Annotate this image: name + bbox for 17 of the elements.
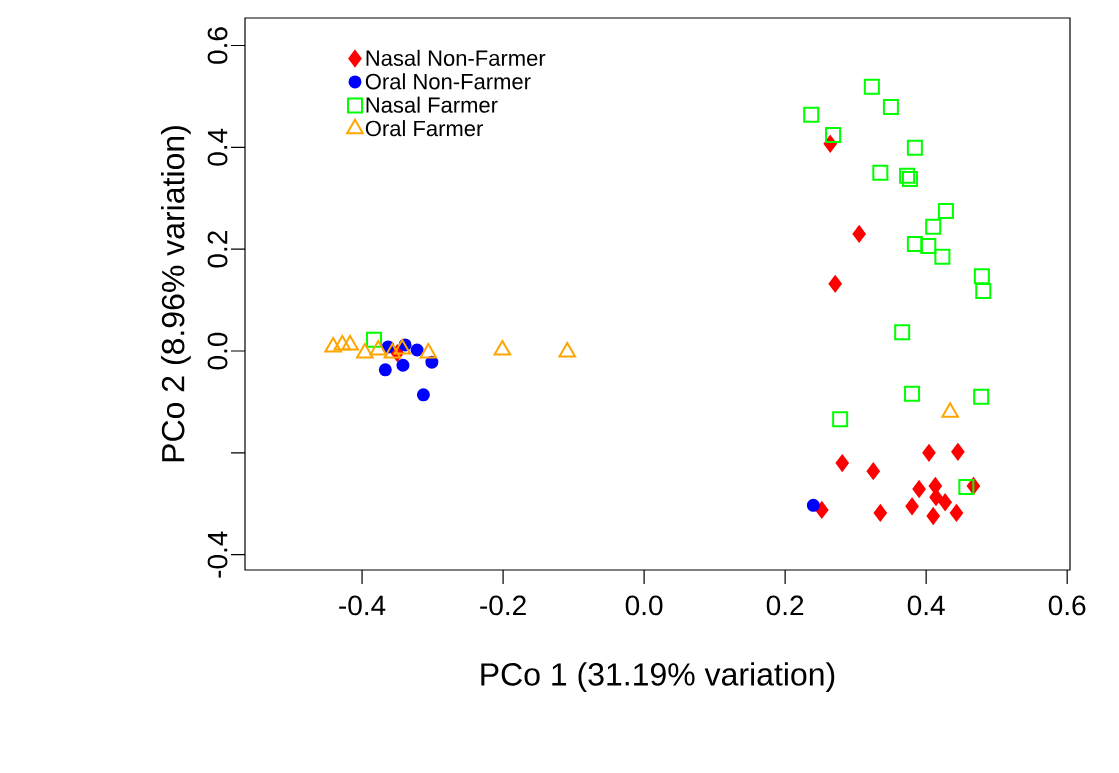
x-tick-label: 0.4 <box>907 595 945 616</box>
x-tick-label: 0.2 <box>766 595 804 616</box>
y-tick-label: -0.4 <box>207 531 228 578</box>
y-tick-label: 0.4 <box>207 128 228 166</box>
x-tick-label: 0.6 <box>1048 595 1086 616</box>
x-axis-title: PCo 1 (31.19% variation) <box>481 662 835 693</box>
y-axis-title: PCo 2 (8.96% variation) <box>160 126 191 462</box>
legend-label: Nasal Non-Farmer <box>366 49 546 66</box>
y-tick-label: 0.6 <box>207 27 228 64</box>
x-tick-label: -0.4 <box>339 595 386 616</box>
x-tick-label: 0.0 <box>625 595 663 616</box>
legend-label: Nasal Farmer <box>366 96 498 113</box>
y-tick-label: 0.0 <box>207 332 228 370</box>
y-tick-label: 0.2 <box>207 231 228 268</box>
legend-label: Oral Non-Farmer <box>365 73 531 90</box>
x-tick-label: -0.2 <box>480 595 526 616</box>
legend-label: Oral Farmer <box>365 120 483 137</box>
